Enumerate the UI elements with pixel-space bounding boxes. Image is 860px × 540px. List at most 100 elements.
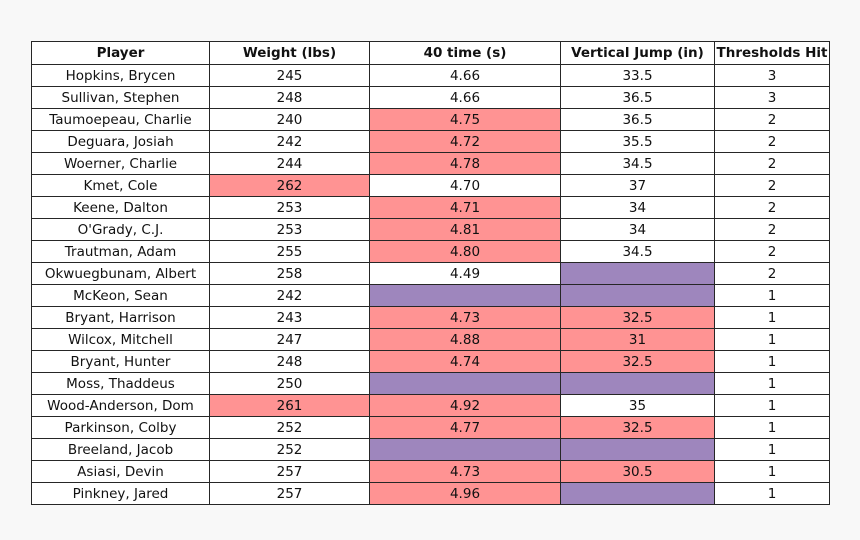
player-cell[interactable]: Okwuegbunam, Albert bbox=[31, 262, 210, 285]
player-cell[interactable]: Kmet, Cole bbox=[31, 174, 210, 197]
weight-cell[interactable]: 253 bbox=[209, 218, 370, 241]
forty-time-cell[interactable]: 4.73 bbox=[369, 306, 561, 329]
player-cell[interactable]: McKeon, Sean bbox=[31, 284, 210, 307]
vertical-jump-cell[interactable]: 37 bbox=[560, 174, 715, 197]
player-cell[interactable]: Bryant, Hunter bbox=[31, 350, 210, 373]
vertical-jump-cell[interactable] bbox=[560, 372, 715, 395]
player-cell[interactable]: Deguara, Josiah bbox=[31, 130, 210, 153]
column-header-weight[interactable]: Weight (lbs) bbox=[209, 41, 370, 65]
thresholds-hit-cell[interactable]: 1 bbox=[714, 350, 830, 373]
vertical-jump-cell[interactable]: 31 bbox=[560, 328, 715, 351]
weight-cell[interactable]: 261 bbox=[209, 394, 370, 417]
thresholds-hit-cell[interactable]: 3 bbox=[714, 86, 830, 109]
vertical-jump-cell[interactable]: 34 bbox=[560, 196, 715, 219]
forty-time-cell[interactable] bbox=[369, 372, 561, 395]
weight-cell[interactable]: 252 bbox=[209, 416, 370, 439]
vertical-jump-cell[interactable]: 30.5 bbox=[560, 460, 715, 483]
vertical-jump-cell[interactable] bbox=[560, 284, 715, 307]
forty-time-cell[interactable]: 4.49 bbox=[369, 262, 561, 285]
vertical-jump-cell[interactable] bbox=[560, 482, 715, 505]
column-header-thresholds-hit[interactable]: Thresholds Hit bbox=[714, 41, 830, 65]
thresholds-hit-cell[interactable]: 2 bbox=[714, 130, 830, 153]
vertical-jump-cell[interactable]: 33.5 bbox=[560, 64, 715, 87]
forty-time-cell[interactable]: 4.72 bbox=[369, 130, 561, 153]
weight-cell[interactable]: 245 bbox=[209, 64, 370, 87]
player-cell[interactable]: Bryant, Harrison bbox=[31, 306, 210, 329]
player-cell[interactable]: Wood-Anderson, Dom bbox=[31, 394, 210, 417]
thresholds-hit-cell[interactable]: 2 bbox=[714, 262, 830, 285]
thresholds-hit-cell[interactable]: 1 bbox=[714, 372, 830, 395]
vertical-jump-cell[interactable]: 32.5 bbox=[560, 350, 715, 373]
forty-time-cell[interactable]: 4.66 bbox=[369, 86, 561, 109]
vertical-jump-cell[interactable]: 35.5 bbox=[560, 130, 715, 153]
player-cell[interactable]: Taumoepeau, Charlie bbox=[31, 108, 210, 131]
weight-cell[interactable]: 242 bbox=[209, 284, 370, 307]
forty-time-cell[interactable]: 4.96 bbox=[369, 482, 561, 505]
vertical-jump-cell[interactable]: 36.5 bbox=[560, 108, 715, 131]
weight-cell[interactable]: 250 bbox=[209, 372, 370, 395]
thresholds-hit-cell[interactable]: 1 bbox=[714, 284, 830, 307]
player-cell[interactable]: O'Grady, C.J. bbox=[31, 218, 210, 241]
player-cell[interactable]: Moss, Thaddeus bbox=[31, 372, 210, 395]
thresholds-hit-cell[interactable]: 3 bbox=[714, 64, 830, 87]
forty-time-cell[interactable]: 4.81 bbox=[369, 218, 561, 241]
weight-cell[interactable]: 252 bbox=[209, 438, 370, 461]
column-header-player[interactable]: Player bbox=[31, 41, 210, 65]
weight-cell[interactable]: 258 bbox=[209, 262, 370, 285]
thresholds-hit-cell[interactable]: 2 bbox=[714, 152, 830, 175]
forty-time-cell[interactable]: 4.77 bbox=[369, 416, 561, 439]
player-cell[interactable]: Sullivan, Stephen bbox=[31, 86, 210, 109]
thresholds-hit-cell[interactable]: 1 bbox=[714, 416, 830, 439]
player-cell[interactable]: Trautman, Adam bbox=[31, 240, 210, 263]
weight-cell[interactable]: 262 bbox=[209, 174, 370, 197]
thresholds-hit-cell[interactable]: 1 bbox=[714, 438, 830, 461]
weight-cell[interactable]: 257 bbox=[209, 482, 370, 505]
weight-cell[interactable]: 244 bbox=[209, 152, 370, 175]
player-cell[interactable]: Wilcox, Mitchell bbox=[31, 328, 210, 351]
thresholds-hit-cell[interactable]: 2 bbox=[714, 196, 830, 219]
weight-cell[interactable]: 248 bbox=[209, 86, 370, 109]
thresholds-hit-cell[interactable]: 1 bbox=[714, 306, 830, 329]
forty-time-cell[interactable]: 4.74 bbox=[369, 350, 561, 373]
thresholds-hit-cell[interactable]: 2 bbox=[714, 218, 830, 241]
forty-time-cell[interactable] bbox=[369, 284, 561, 307]
weight-cell[interactable]: 248 bbox=[209, 350, 370, 373]
forty-time-cell[interactable]: 4.92 bbox=[369, 394, 561, 417]
thresholds-hit-cell[interactable]: 1 bbox=[714, 482, 830, 505]
forty-time-cell[interactable]: 4.70 bbox=[369, 174, 561, 197]
vertical-jump-cell[interactable]: 35 bbox=[560, 394, 715, 417]
player-cell[interactable]: Hopkins, Brycen bbox=[31, 64, 210, 87]
vertical-jump-cell[interactable] bbox=[560, 262, 715, 285]
forty-time-cell[interactable]: 4.78 bbox=[369, 152, 561, 175]
vertical-jump-cell[interactable]: 34 bbox=[560, 218, 715, 241]
vertical-jump-cell[interactable] bbox=[560, 438, 715, 461]
vertical-jump-cell[interactable]: 32.5 bbox=[560, 306, 715, 329]
thresholds-hit-cell[interactable]: 1 bbox=[714, 394, 830, 417]
player-cell[interactable]: Breeland, Jacob bbox=[31, 438, 210, 461]
thresholds-hit-cell[interactable]: 2 bbox=[714, 108, 830, 131]
player-cell[interactable]: Asiasi, Devin bbox=[31, 460, 210, 483]
forty-time-cell[interactable]: 4.73 bbox=[369, 460, 561, 483]
weight-cell[interactable]: 240 bbox=[209, 108, 370, 131]
vertical-jump-cell[interactable]: 36.5 bbox=[560, 86, 715, 109]
player-cell[interactable]: Woerner, Charlie bbox=[31, 152, 210, 175]
weight-cell[interactable]: 243 bbox=[209, 306, 370, 329]
player-cell[interactable]: Parkinson, Colby bbox=[31, 416, 210, 439]
thresholds-hit-cell[interactable]: 1 bbox=[714, 460, 830, 483]
forty-time-cell[interactable]: 4.71 bbox=[369, 196, 561, 219]
weight-cell[interactable]: 253 bbox=[209, 196, 370, 219]
forty-time-cell[interactable]: 4.80 bbox=[369, 240, 561, 263]
weight-cell[interactable]: 247 bbox=[209, 328, 370, 351]
player-cell[interactable]: Pinkney, Jared bbox=[31, 482, 210, 505]
thresholds-hit-cell[interactable]: 2 bbox=[714, 240, 830, 263]
thresholds-hit-cell[interactable]: 2 bbox=[714, 174, 830, 197]
forty-time-cell[interactable]: 4.88 bbox=[369, 328, 561, 351]
forty-time-cell[interactable] bbox=[369, 438, 561, 461]
player-cell[interactable]: Keene, Dalton bbox=[31, 196, 210, 219]
forty-time-cell[interactable]: 4.66 bbox=[369, 64, 561, 87]
thresholds-hit-cell[interactable]: 1 bbox=[714, 328, 830, 351]
vertical-jump-cell[interactable]: 32.5 bbox=[560, 416, 715, 439]
weight-cell[interactable]: 257 bbox=[209, 460, 370, 483]
weight-cell[interactable]: 242 bbox=[209, 130, 370, 153]
column-header-forty-time[interactable]: 40 time (s) bbox=[369, 41, 561, 65]
